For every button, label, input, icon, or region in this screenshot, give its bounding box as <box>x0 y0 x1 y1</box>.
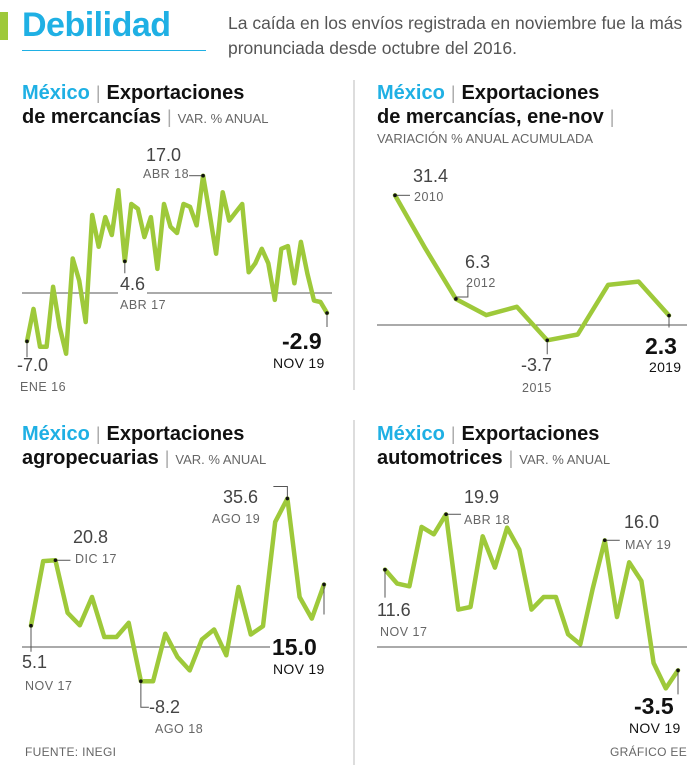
annotation-marker <box>602 538 607 543</box>
annotation-value: 11.6 <box>377 600 411 620</box>
title-line2: de mercancías <box>22 106 161 128</box>
annotation-marker <box>29 623 33 628</box>
credit-note: GRÁFICO EE <box>610 745 688 759</box>
annotation-marker <box>285 496 290 501</box>
title-line1: Exportaciones <box>106 82 245 104</box>
series-line <box>392 193 672 343</box>
annotation-date: NOV 17 <box>25 679 73 693</box>
accent-bar <box>0 12 8 40</box>
country-label: México <box>377 82 445 104</box>
annotation-date: AGO 18 <box>155 722 204 736</box>
annotation-date: MAY 19 <box>625 538 672 552</box>
unit-label: VAR. % ANUAL <box>175 452 267 467</box>
title-underline <box>22 50 206 51</box>
annotation-latest-value: 2.3 <box>645 333 677 359</box>
annotation-marker <box>25 339 29 344</box>
annotation-marker <box>322 582 326 587</box>
annotation-value: 5.1 <box>22 652 48 672</box>
annotation-latest-date: NOV 19 <box>273 661 325 677</box>
annotation-marker <box>201 173 205 178</box>
panel-title-3: México | Exportaciones agropecuarias | VAR. … <box>22 423 267 469</box>
annotation-marker <box>383 567 387 572</box>
country-label: México <box>22 82 90 104</box>
annotation-value: 35.6 <box>223 487 259 507</box>
annotation-date: 2015 <box>522 381 552 395</box>
annotation-marker <box>139 679 143 683</box>
annotation-latest-date: 2019 <box>649 359 682 375</box>
annotation-leader <box>273 486 288 499</box>
annotation-leader <box>140 681 149 708</box>
unit-label: VAR. % ANUAL <box>519 452 611 467</box>
annotation-value: 16.0 <box>624 512 660 532</box>
annotation-marker <box>454 297 458 301</box>
country-label: México <box>22 423 90 445</box>
annotation-value: 6.3 <box>465 252 491 272</box>
annotation-date: 2012 <box>466 276 496 290</box>
page-description: La caída en los envíos registrada en nov… <box>228 13 683 58</box>
annotation-date: AGO 19 <box>212 512 261 526</box>
annotation-marker <box>53 558 58 563</box>
annotation-value: 17.0 <box>146 145 182 165</box>
title-line2: automotrices <box>377 447 503 469</box>
panel-title-2: México | Exportaciones de mercancías, ene-… <box>377 82 615 146</box>
annotation-date: ABR 18 <box>143 167 190 181</box>
annotation-marker <box>325 311 329 315</box>
unit-label: VARIACIÓN % ANUAL ACUMULADA <box>377 131 593 146</box>
annotation-marker <box>667 313 671 318</box>
annotation-value: 20.8 <box>73 527 109 547</box>
title-line2: agropecuarias <box>22 447 159 469</box>
annotation-value: 31.4 <box>413 166 449 186</box>
annotation-date: ENE 16 <box>20 380 67 394</box>
annotation-latest-date: NOV 19 <box>273 355 325 371</box>
annotation-value: 19.9 <box>464 487 500 507</box>
annotation-latest-date: NOV 19 <box>629 720 681 736</box>
annotation-marker <box>123 259 127 264</box>
title-line1: Exportaciones <box>461 423 600 445</box>
series-line <box>24 173 330 356</box>
annotation-value: 4.6 <box>118 274 148 295</box>
series-line <box>28 496 327 684</box>
page-title: Debilidad <box>22 6 171 44</box>
annotation-marker <box>393 193 397 198</box>
annotation-latest-value: -2.9 <box>282 328 322 354</box>
annotation-value: -8.2 <box>149 697 181 717</box>
annotation-date: NOV 17 <box>380 625 428 639</box>
panel-title-4: México | Exportaciones automotrices | VAR. %… <box>377 423 611 469</box>
country-label: México <box>377 423 445 445</box>
panel-title-1: México | Exportaciones de mercancías | VAR. … <box>22 82 269 128</box>
annotation-latest-value: -3.5 <box>634 693 674 719</box>
title-line1: Exportaciones <box>461 82 600 104</box>
annotation-marker <box>545 338 550 343</box>
source-note: FUENTE: INEGI <box>25 745 117 759</box>
title-line2: de mercancías, ene-nov <box>377 106 604 128</box>
annotation-date: ABR 17 <box>120 298 167 312</box>
annotation-marker <box>444 512 448 517</box>
title-line1: Exportaciones <box>106 423 245 445</box>
annotation-date: 2010 <box>414 190 444 204</box>
annotation-date: DIC 17 <box>75 552 117 566</box>
annotation-latest-value: 15.0 <box>272 634 317 660</box>
unit-label: VAR. % ANUAL <box>177 111 269 126</box>
annotation-marker <box>676 668 680 673</box>
annotation-value: -3.7 <box>521 355 553 375</box>
annotation-date: ABR 18 <box>464 513 511 527</box>
annotation-value: -7.0 <box>17 355 49 375</box>
series-line <box>382 512 681 691</box>
